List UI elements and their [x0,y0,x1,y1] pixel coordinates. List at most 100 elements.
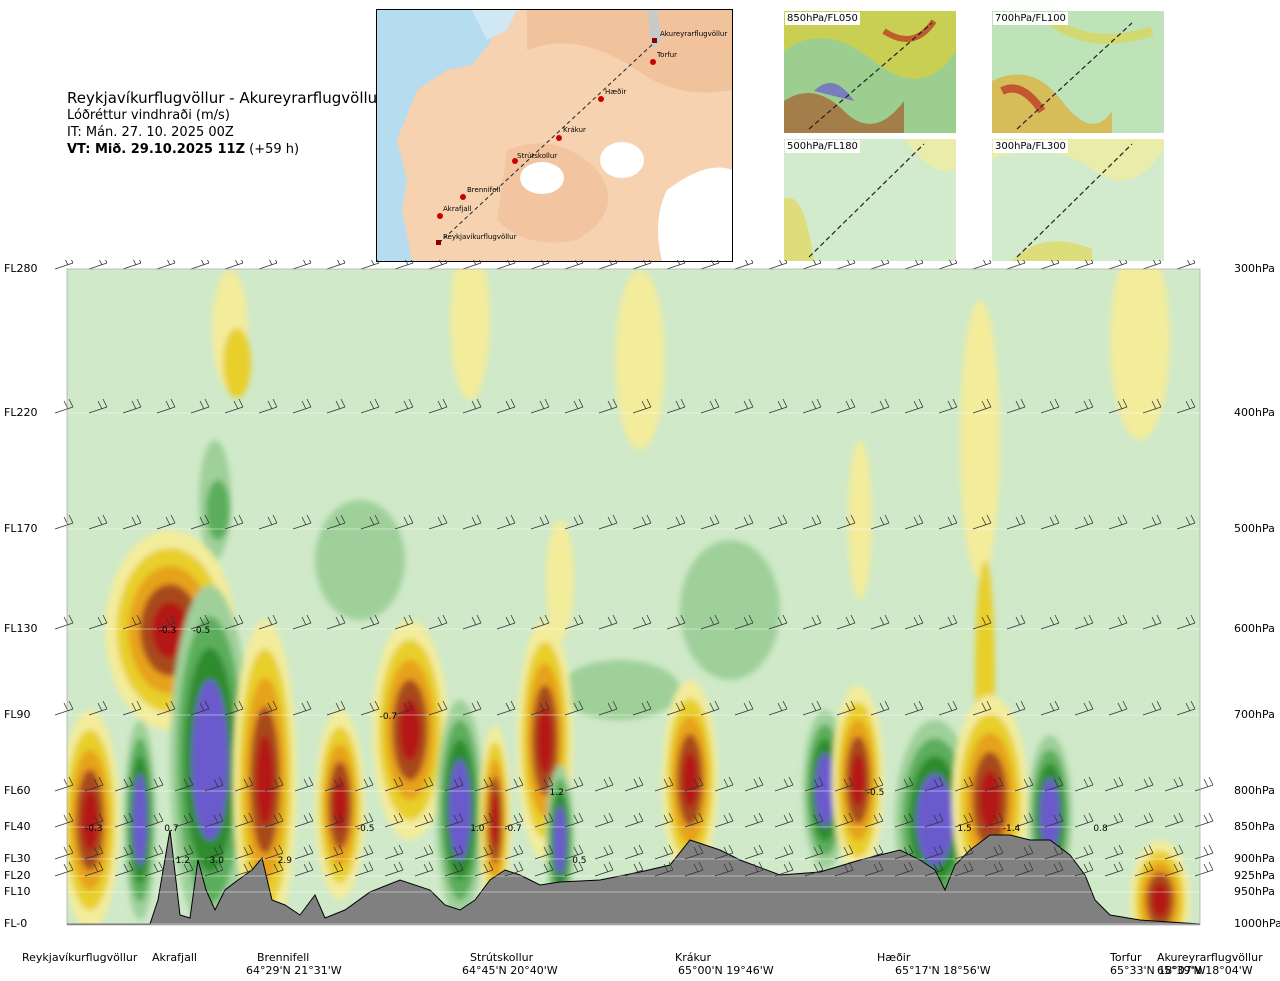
wind-barb [462,260,482,270]
hpa-label: 950hPa [1234,885,1275,898]
wind-barb [292,260,312,270]
wind-barb [734,700,754,716]
wind-barb [54,844,74,860]
wind-barb [834,844,854,860]
wind-barb [1006,514,1026,530]
wind-barb [666,514,686,530]
wind-barb [632,514,652,530]
wind-barb [190,260,210,270]
fl-label: FL170 [4,522,38,535]
wind-barb [984,812,1004,828]
wind-barb [984,844,1004,860]
hpa-label: 1000hPa [1234,917,1280,930]
value-label-14: 1.5 [957,824,971,834]
cell-akra-a-strong_down [132,774,148,866]
mini-map-500[interactable]: 500hPa/FL180 [784,139,956,261]
wind-barb [972,260,992,270]
cell-str-d-strong_down [553,805,567,875]
station-brennifell[interactable] [460,194,466,200]
station-haedir[interactable] [598,96,604,102]
wind-barb [924,861,944,877]
wind-barb [972,514,992,530]
route-map[interactable]: Akureyrarflugvöllur Torfur Hæðir Krákur … [376,9,733,262]
wind-barb [594,812,614,828]
wind-barb [564,812,584,828]
wind-barb [1142,398,1162,414]
wind-barb [1040,700,1060,716]
mini-map-850-svg [784,11,956,133]
wind-barb [834,776,854,792]
station-reykjavikurflugvollur[interactable] [436,240,441,245]
mini-map-300[interactable]: 300hPa/FL300 [992,139,1164,261]
wind-barb [534,812,554,828]
wind-barb [326,700,346,716]
wind-barb [54,776,74,792]
location-name: Krákur [675,951,712,964]
station-torfur[interactable] [650,59,656,65]
wind-barb [324,776,344,792]
wind-barb [354,861,374,877]
wind-barb [802,700,822,716]
wind-barb [326,398,346,414]
station-strutskollur[interactable] [512,158,518,164]
wind-barb [54,614,74,630]
wind-barb [654,776,674,792]
wind-barb [504,776,524,792]
mini-map-700-svg [992,11,1164,133]
wind-barb [224,614,244,630]
hpa-label: 500hPa [1234,522,1275,535]
location-name: Torfur [1110,951,1142,964]
wind-barb [474,861,494,877]
wind-barb [84,861,104,877]
updraft-weak-5 [546,520,574,640]
wind-barb [264,776,284,792]
wind-field [67,269,1200,925]
wind-barb [564,700,584,716]
updraft-upper [223,328,251,398]
wind-barb [428,700,448,716]
wind-barb [1134,844,1154,860]
station-krakur[interactable] [556,135,562,141]
station-akureyrarflugvollur[interactable] [652,38,657,43]
fl-label: FL60 [4,784,31,797]
map-label-torfur: Torfur [656,51,677,59]
wind-barb [144,776,164,792]
mini-map-700[interactable]: 700hPa/FL100 [992,11,1164,133]
wind-barb [954,776,974,792]
map-label-akureyri: Akureyrarflugvöllur [660,30,727,38]
value-label-6: -0.5 [193,626,211,636]
wind-barb [938,614,958,630]
wind-barb [360,614,380,630]
wind-barb [1074,700,1094,716]
station-akrafjall[interactable] [437,213,443,219]
mini-map-850[interactable]: 850hPa/FL050 [784,11,956,133]
hpa-label: 925hPa [1234,869,1275,882]
wind-barb [292,700,312,716]
wind-barb [666,614,686,630]
value-label-1: 0.7 [164,824,178,834]
wind-barb [598,398,618,414]
wind-barb [54,700,74,716]
wind-barb [894,776,914,792]
wind-barb [864,861,884,877]
wind-barb [774,861,794,877]
location-coord: 65°17'N 18°56'W [895,964,991,977]
wind-barb [1164,812,1184,828]
wind-barb [444,812,464,828]
wind-barb [496,514,516,530]
wind-barb [632,700,652,716]
wind-barb [384,812,404,828]
updraft-weak-6 [848,440,872,600]
wind-barb [1074,844,1094,860]
wind-barb [954,861,974,877]
wind-barb [534,776,554,792]
wind-barb [654,844,674,860]
cell-torf-strong_down [1039,778,1061,852]
wind-barb [954,844,974,860]
wind-barb [624,844,644,860]
wind-barb [768,700,788,716]
wind-barb [700,700,720,716]
hpa-label: 800hPa [1234,784,1275,797]
wind-barb [204,861,224,877]
wind-barb [294,812,314,828]
